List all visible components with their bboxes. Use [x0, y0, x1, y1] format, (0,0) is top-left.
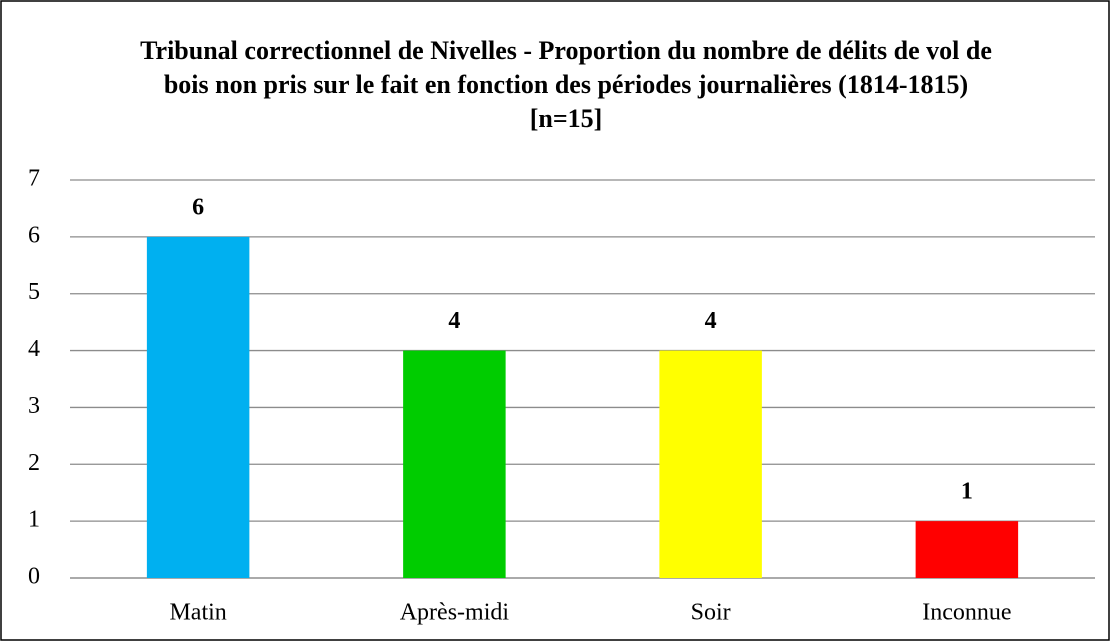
- data-label: 6: [192, 194, 204, 220]
- y-tick-label: 0: [28, 564, 40, 590]
- chart-title: Tribunal correctionnel de Nivelles - Pro…: [140, 36, 992, 133]
- data-label: 4: [448, 308, 460, 334]
- x-tick-label: Après-midi: [400, 600, 510, 626]
- data-label: 1: [961, 479, 973, 505]
- data-label: 4: [705, 308, 717, 334]
- y-tick-label: 2: [28, 450, 40, 476]
- y-tick-label: 5: [28, 279, 40, 305]
- y-tick-label: 7: [28, 166, 40, 192]
- bar: [403, 350, 506, 578]
- x-tick-label: Soir: [691, 600, 731, 626]
- y-tick-label: 4: [28, 336, 40, 362]
- x-tick-label: Inconnue: [922, 600, 1011, 626]
- y-tick-label: 3: [28, 393, 40, 419]
- bar: [659, 350, 762, 578]
- y-tick-label: 6: [28, 222, 40, 248]
- y-tick-label: 1: [28, 507, 40, 533]
- bar: [915, 521, 1019, 578]
- bar: [146, 236, 250, 578]
- x-tick-label: Matin: [169, 600, 226, 626]
